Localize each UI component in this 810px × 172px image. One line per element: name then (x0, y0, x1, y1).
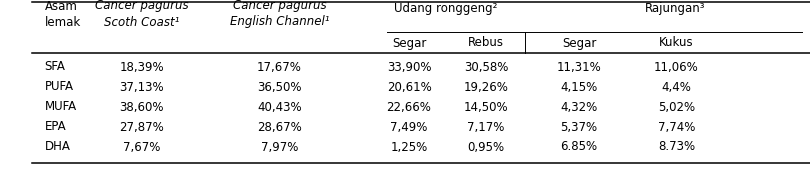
Text: 5,02%: 5,02% (658, 100, 695, 114)
Text: Rebus: Rebus (468, 36, 504, 50)
Text: 1,25%: 1,25% (390, 141, 428, 153)
Text: 0,95%: 0,95% (467, 141, 505, 153)
Text: 7,97%: 7,97% (261, 141, 298, 153)
Text: 7,67%: 7,67% (123, 141, 160, 153)
Text: Segar: Segar (562, 36, 596, 50)
Text: 7,74%: 7,74% (658, 121, 695, 133)
Text: Rajungan³: Rajungan³ (646, 2, 706, 15)
Text: Segar: Segar (392, 36, 426, 50)
Text: 37,13%: 37,13% (119, 80, 164, 94)
Text: MUFA: MUFA (45, 100, 77, 114)
Text: 4,32%: 4,32% (561, 100, 598, 114)
Text: 17,67%: 17,67% (257, 61, 302, 73)
Text: 18,39%: 18,39% (119, 61, 164, 73)
Text: Udang ronggeng²: Udang ronggeng² (394, 2, 497, 15)
Text: 27,87%: 27,87% (119, 121, 164, 133)
Text: 8.73%: 8.73% (658, 141, 695, 153)
Text: SFA: SFA (45, 61, 66, 73)
Text: 4,15%: 4,15% (561, 80, 598, 94)
Text: 36,50%: 36,50% (258, 80, 301, 94)
Text: 30,58%: 30,58% (464, 61, 508, 73)
Text: 6.85%: 6.85% (561, 141, 598, 153)
Text: 20,61%: 20,61% (386, 80, 432, 94)
Text: 38,60%: 38,60% (120, 100, 164, 114)
Text: 11,31%: 11,31% (556, 61, 602, 73)
Text: Asam
lemak: Asam lemak (45, 0, 81, 29)
Text: DHA: DHA (45, 141, 70, 153)
Text: 14,50%: 14,50% (463, 100, 509, 114)
Text: 33,90%: 33,90% (387, 61, 431, 73)
Text: 5,37%: 5,37% (561, 121, 598, 133)
Text: Kukus: Kukus (659, 36, 693, 50)
Text: 19,26%: 19,26% (463, 80, 509, 94)
Text: 22,66%: 22,66% (386, 100, 432, 114)
Text: PUFA: PUFA (45, 80, 74, 94)
Text: 7,17%: 7,17% (467, 121, 505, 133)
Text: 28,67%: 28,67% (257, 121, 302, 133)
Text: 40,43%: 40,43% (257, 100, 302, 114)
Text: 4,4%: 4,4% (662, 80, 691, 94)
Text: 7,49%: 7,49% (390, 121, 428, 133)
Text: 11,06%: 11,06% (654, 61, 699, 73)
Text: Cancer pagurus
English Channel¹: Cancer pagurus English Channel¹ (230, 0, 329, 29)
Text: EPA: EPA (45, 121, 66, 133)
Text: Cancer pagurus
Scoth Coast¹: Cancer pagurus Scoth Coast¹ (95, 0, 189, 29)
